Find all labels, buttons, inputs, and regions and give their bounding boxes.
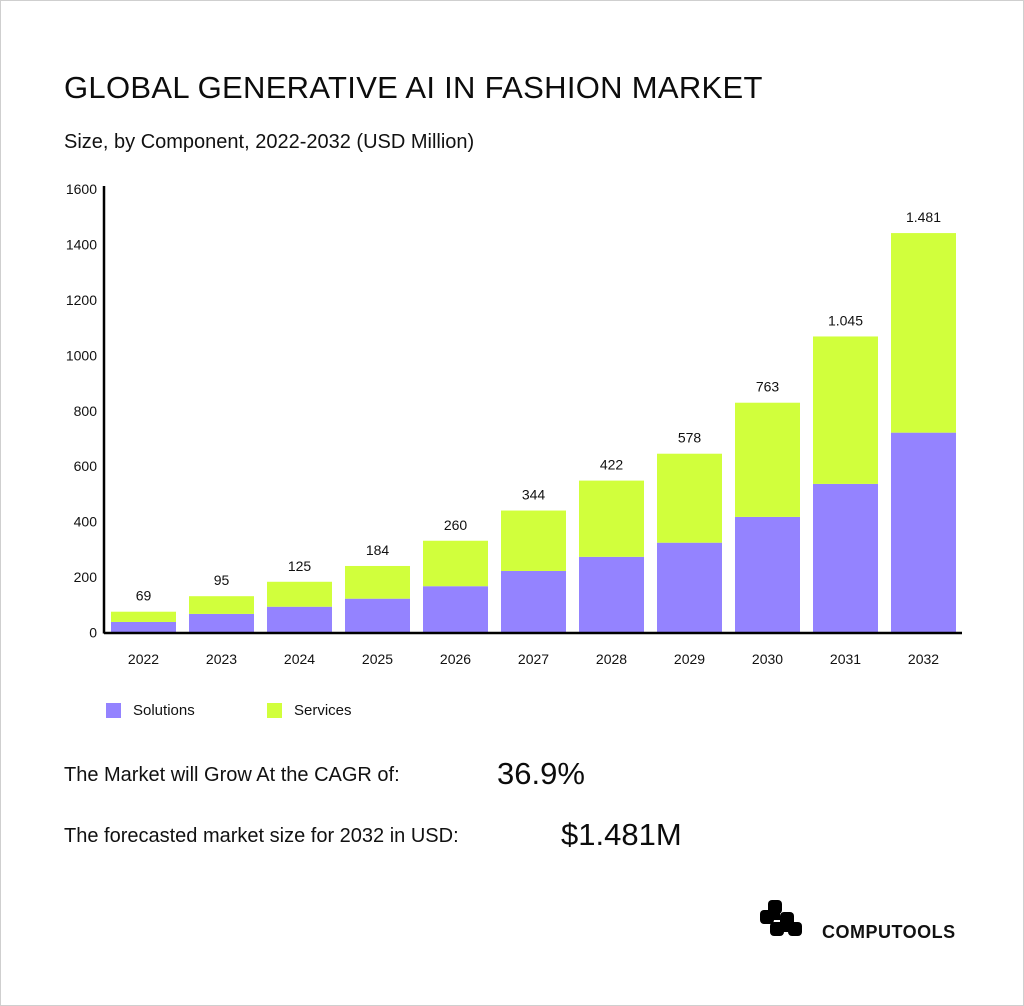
x-tick-label: 2030 xyxy=(752,651,783,667)
data-label-2032: 1.481 xyxy=(906,209,941,225)
x-tick-label: 2023 xyxy=(206,651,237,667)
chart-subtitle: Size, by Component, 2022-2032 (USD Milli… xyxy=(64,131,475,153)
bar-solutions-2030 xyxy=(735,516,800,633)
legend-swatch-services xyxy=(267,703,282,718)
y-tick-label: 1600 xyxy=(66,181,97,197)
y-tick-label: 200 xyxy=(74,569,98,585)
bar-solutions-2023 xyxy=(189,613,254,633)
y-tick-label: 800 xyxy=(74,403,98,419)
bar-services-2024 xyxy=(267,581,332,607)
bar-services-2030 xyxy=(735,402,800,517)
data-label-2031: 1.045 xyxy=(828,312,863,328)
y-tick-label: 600 xyxy=(74,458,98,474)
bar-solutions-2027 xyxy=(501,570,566,633)
y-tick-label: 1000 xyxy=(66,347,97,363)
bar-solutions-2028 xyxy=(579,556,644,633)
bar-services-2027 xyxy=(501,510,566,571)
x-tick-label: 2027 xyxy=(518,651,549,667)
bar-solutions-2024 xyxy=(267,606,332,633)
cagr-label: The Market will Grow At the CAGR of: xyxy=(64,764,400,786)
bar-services-2023 xyxy=(189,596,254,614)
legend-item-solutions: Solutions xyxy=(106,702,195,719)
x-tick-label: 2024 xyxy=(284,651,315,667)
bar-services-2026 xyxy=(423,540,488,587)
bar-solutions-2026 xyxy=(423,586,488,633)
legend-label-services: Services xyxy=(294,702,352,719)
x-tick-label: 2028 xyxy=(596,651,627,667)
forecast-label: The forecasted market size for 2032 in U… xyxy=(64,825,459,847)
bar-services-2028 xyxy=(579,480,644,557)
bar-solutions-2029 xyxy=(657,542,722,633)
data-label-2029: 578 xyxy=(678,430,702,446)
bar-services-2032 xyxy=(891,233,956,433)
data-label-2026: 260 xyxy=(444,517,468,533)
data-label-2028: 422 xyxy=(600,457,624,473)
x-tick-label: 2029 xyxy=(674,651,705,667)
data-label-2024: 125 xyxy=(288,558,312,574)
forecast-value: $1.481M xyxy=(561,817,682,852)
data-label-2023: 95 xyxy=(214,572,230,588)
y-tick-label: 1200 xyxy=(66,292,97,308)
brand-name: COMPUTOOLS xyxy=(822,922,956,942)
bar-solutions-2022 xyxy=(111,621,176,633)
data-label-2025: 184 xyxy=(366,542,390,558)
x-tick-label: 2022 xyxy=(128,651,159,667)
bar-solutions-2025 xyxy=(345,598,410,633)
bar-solutions-2031 xyxy=(813,483,878,633)
x-tick-label: 2032 xyxy=(908,651,939,667)
y-tick-label: 0 xyxy=(89,625,97,641)
x-tick-label: 2025 xyxy=(362,651,393,667)
legend-item-services: Services xyxy=(267,702,352,719)
data-label-2030: 763 xyxy=(756,379,780,395)
chart-title: GLOBAL GENERATIVE AI IN FASHION MARKET xyxy=(64,70,763,105)
x-tick-label: 2026 xyxy=(440,651,471,667)
legend-swatch-solutions xyxy=(106,703,121,718)
data-label-2027: 344 xyxy=(522,487,546,503)
legend-label-solutions: Solutions xyxy=(133,702,195,719)
data-label-2022: 69 xyxy=(136,588,152,604)
computools-logo-icon xyxy=(760,900,802,936)
bar-services-2029 xyxy=(657,453,722,543)
bar-services-2022 xyxy=(111,611,176,622)
cagr-value: 36.9% xyxy=(497,756,585,791)
bar-solutions-2032 xyxy=(891,432,956,633)
bar-services-2025 xyxy=(345,565,410,599)
stacked-bar-chart: 0 200 400 600 800 1000 1200 1400 1600 69 2022 95 202… xyxy=(66,181,962,667)
x-tick-label: 2031 xyxy=(830,651,861,667)
y-tick-label: 1400 xyxy=(66,236,97,252)
bar-services-2031 xyxy=(813,336,878,484)
y-tick-label: 400 xyxy=(74,514,98,530)
